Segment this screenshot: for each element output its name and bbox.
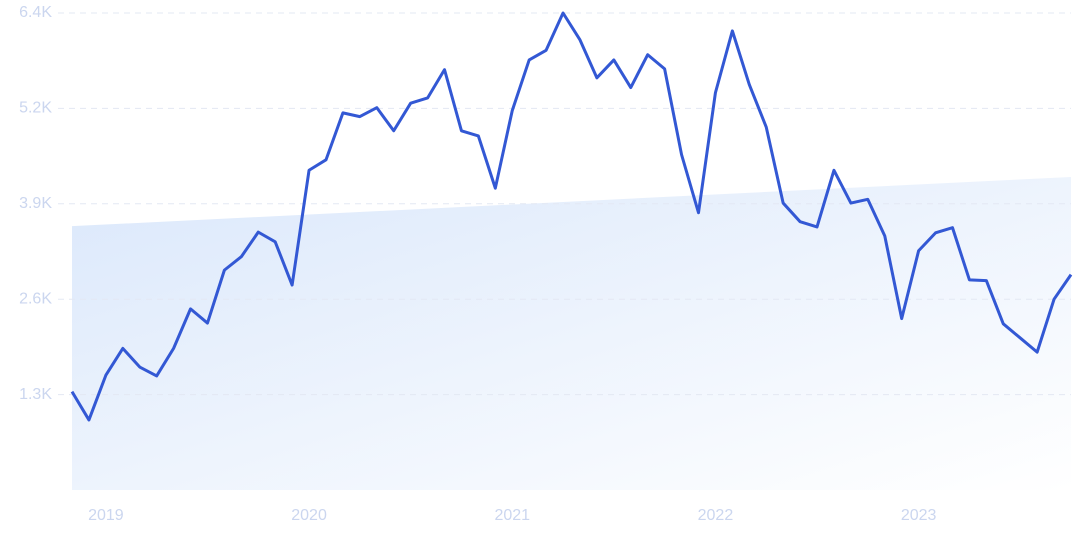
y-tick-label: 5.2K — [19, 100, 52, 117]
y-tick-label: 6.4K — [19, 4, 52, 21]
line — [70, 11, 1073, 422]
x-tick-label: 2023 — [901, 507, 937, 524]
trend-area — [72, 176, 1071, 490]
x-tick-label: 2019 — [88, 507, 124, 524]
x-tick-label: 2020 — [291, 507, 327, 524]
x-tick-label: 2021 — [494, 507, 530, 524]
y-tick-label: 1.3K — [19, 386, 52, 403]
y-tick-label: 2.6K — [19, 290, 52, 307]
x-tick-label: 2022 — [698, 507, 734, 524]
y-tick-label: 3.9K — [19, 195, 52, 212]
